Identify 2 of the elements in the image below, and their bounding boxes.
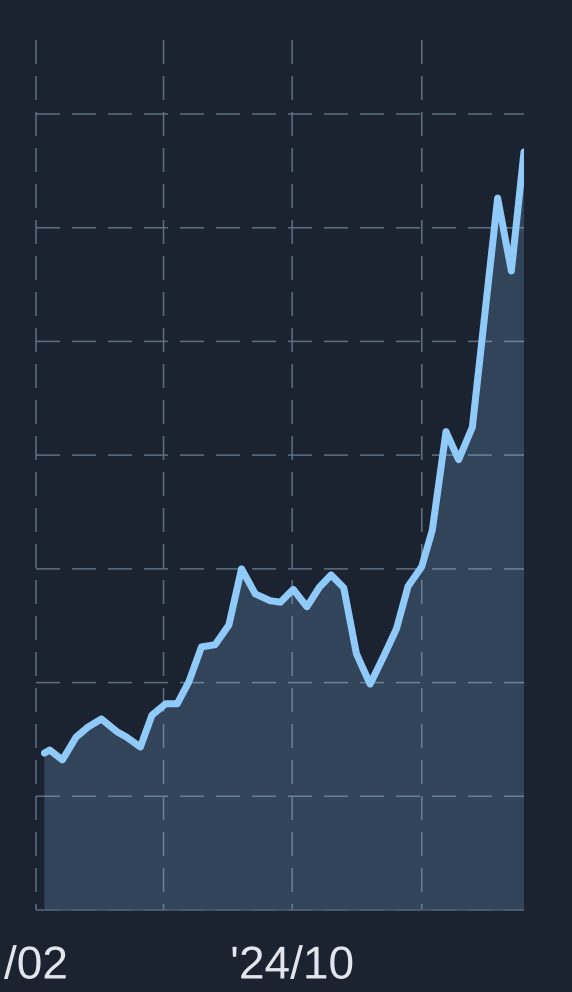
x-tick-label: '24/10 xyxy=(230,936,354,989)
x-tick-label: /02 xyxy=(4,936,68,989)
